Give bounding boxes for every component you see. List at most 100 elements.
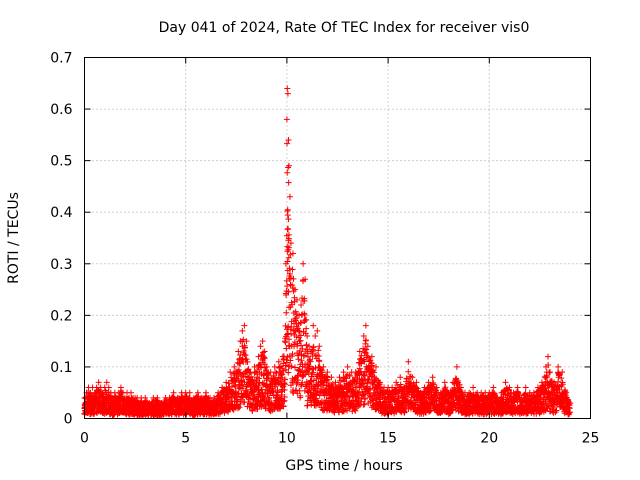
data-point — [98, 390, 105, 397]
data-point — [285, 137, 292, 144]
data-point — [429, 374, 436, 381]
data-point — [298, 342, 305, 349]
data-point — [287, 330, 294, 337]
data-point — [345, 386, 352, 393]
data-point — [389, 384, 396, 391]
data-point — [555, 363, 562, 370]
data-point — [546, 369, 553, 376]
data-point — [425, 379, 432, 386]
data-point — [283, 345, 290, 352]
data-point — [323, 392, 330, 399]
data-point — [261, 354, 268, 361]
data-point — [340, 408, 347, 415]
data-point — [292, 308, 299, 315]
data-point — [303, 325, 310, 332]
data-point — [300, 260, 307, 267]
data-point — [567, 400, 574, 407]
data-point — [251, 363, 258, 370]
data-point — [360, 371, 367, 378]
data-point — [286, 265, 293, 272]
data-point — [281, 380, 288, 387]
data-point — [320, 363, 327, 370]
data-point — [256, 375, 263, 382]
data-point — [367, 357, 374, 364]
data-point — [235, 373, 242, 380]
x-tick-label: 15 — [379, 431, 397, 447]
data-point — [295, 327, 302, 334]
data-point — [563, 389, 570, 396]
data-point — [358, 352, 365, 359]
data-point — [282, 260, 289, 267]
data-point — [229, 405, 236, 412]
data-point — [324, 376, 331, 383]
data-point — [258, 403, 265, 410]
data-point — [299, 345, 306, 352]
data-point — [367, 385, 374, 392]
data-point — [294, 325, 301, 332]
data-point — [316, 343, 323, 350]
data-point — [372, 363, 379, 370]
data-point — [352, 369, 359, 376]
data-point — [257, 343, 264, 350]
data-point — [559, 379, 566, 386]
data-point — [466, 411, 473, 418]
data-point — [287, 240, 294, 247]
data-point — [284, 90, 291, 97]
y-tick-label: 0.7 — [50, 51, 72, 67]
data-point — [368, 362, 375, 369]
data-point — [397, 374, 404, 381]
data-point — [310, 377, 317, 384]
data-point — [363, 337, 370, 344]
data-point — [518, 394, 525, 401]
data-point — [99, 389, 106, 396]
data-point — [267, 369, 274, 376]
data-point — [280, 403, 287, 410]
data-point — [316, 358, 323, 365]
data-point — [362, 349, 369, 356]
data-point — [356, 365, 363, 372]
data-point — [303, 341, 310, 348]
data-point — [241, 351, 248, 358]
x-tick-label: 10 — [278, 431, 296, 447]
data-point — [401, 384, 408, 391]
data-point — [280, 398, 287, 405]
data-point — [103, 379, 110, 386]
data-point — [284, 85, 291, 92]
data-point — [530, 389, 537, 396]
data-point — [405, 358, 412, 365]
data-point — [259, 386, 266, 393]
data-point — [198, 394, 205, 401]
data-point — [363, 346, 370, 353]
data-point — [279, 402, 286, 409]
data-point — [486, 389, 493, 396]
data-point — [556, 371, 563, 378]
data-point — [281, 393, 288, 400]
data-point — [558, 375, 565, 382]
grid-lines — [84, 57, 591, 419]
data-point — [284, 206, 291, 213]
data-point — [223, 379, 230, 386]
data-point — [202, 389, 209, 396]
data-point — [566, 409, 573, 416]
x-axis-label: GPS time / hours — [285, 458, 402, 474]
data-point — [235, 366, 242, 373]
data-point — [297, 337, 304, 344]
data-point — [231, 363, 238, 370]
data-point — [259, 338, 266, 345]
data-point — [296, 338, 303, 345]
data-point — [352, 407, 359, 414]
data-point — [340, 369, 347, 376]
data-point — [298, 357, 305, 364]
data-point — [537, 408, 544, 415]
data-point — [430, 381, 437, 388]
data-point — [227, 369, 234, 376]
data-point — [294, 296, 301, 303]
data-point — [241, 322, 248, 329]
data-point — [324, 369, 331, 376]
data-point — [297, 394, 304, 401]
data-point — [421, 384, 428, 391]
data-point — [274, 392, 281, 399]
data-point — [215, 389, 222, 396]
data-point — [264, 372, 271, 379]
data-point — [310, 322, 317, 329]
